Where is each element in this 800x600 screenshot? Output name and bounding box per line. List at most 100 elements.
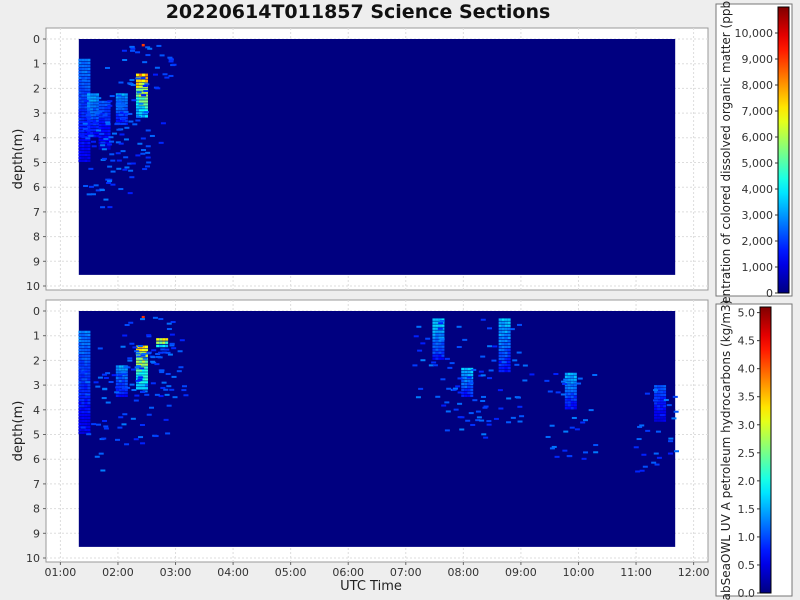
data-noise	[642, 465, 648, 468]
data-noise	[159, 371, 165, 374]
data-cell	[135, 375, 139, 378]
data-cell	[124, 113, 128, 117]
data-cell	[135, 112, 139, 115]
data-cell	[93, 111, 97, 114]
data-noise	[165, 351, 171, 354]
data-cell	[135, 109, 139, 112]
data-noise	[159, 54, 165, 57]
data-cell	[124, 391, 128, 395]
data-noise	[492, 345, 498, 348]
data-cell	[141, 82, 145, 85]
data-cell	[498, 363, 502, 367]
data-cell	[432, 336, 436, 339]
colorbar-tick-label: 0	[766, 287, 773, 300]
data-cell	[141, 73, 145, 77]
data-noise	[413, 335, 419, 338]
data-cell	[461, 388, 465, 392]
data-cell	[435, 357, 439, 360]
data-cell	[144, 91, 148, 94]
data-noise	[145, 145, 151, 148]
data-noise	[115, 122, 121, 125]
data-cell	[87, 407, 91, 411]
data-cell	[81, 88, 85, 91]
data-cell	[507, 324, 511, 327]
data-noise	[673, 410, 679, 413]
y-tick-label: 10	[26, 552, 40, 565]
y-tick-label: 6	[33, 181, 40, 194]
data-cell	[507, 351, 511, 355]
data-noise	[115, 152, 121, 155]
data-cell	[432, 321, 436, 324]
data-noise	[486, 423, 492, 426]
y-tick-label: 0	[33, 33, 40, 46]
data-noise	[141, 94, 147, 97]
data-cell	[573, 387, 577, 390]
data-cell	[438, 351, 442, 354]
data-cell	[84, 94, 88, 97]
data-noise	[509, 328, 515, 331]
data-noise	[562, 382, 568, 385]
data-cell	[84, 416, 88, 420]
data-cell	[498, 318, 502, 321]
data-noise	[512, 359, 518, 362]
data-noise	[150, 360, 156, 363]
data-cell	[84, 153, 88, 157]
data-cell	[87, 85, 91, 88]
data-noise	[577, 377, 583, 380]
data-cell	[567, 401, 571, 404]
data-noise	[129, 45, 135, 48]
data-cell	[81, 357, 85, 360]
data-cell	[144, 369, 148, 372]
data-noise	[457, 391, 463, 394]
data-noise	[470, 423, 476, 426]
data-noise	[130, 49, 136, 52]
data-noise	[139, 423, 145, 426]
data-cell	[84, 85, 88, 88]
data-noise	[176, 370, 182, 373]
data-noise	[516, 351, 522, 354]
data-cell	[507, 369, 511, 373]
data-noise	[147, 47, 153, 50]
data-noise	[90, 193, 96, 196]
data-noise	[142, 357, 148, 360]
data-cell	[438, 318, 442, 321]
y-tick-label: 8	[33, 503, 40, 516]
data-noise	[128, 169, 134, 172]
data-noise	[116, 94, 122, 97]
data-cell	[84, 156, 88, 160]
data-cell	[78, 135, 82, 139]
data-noise	[145, 156, 151, 159]
data-cell	[78, 70, 82, 74]
data-noise	[544, 379, 550, 382]
data-noise	[529, 373, 535, 376]
data-cell	[501, 357, 505, 361]
data-noise	[149, 134, 155, 137]
data-noise	[135, 352, 141, 355]
data-noise	[160, 122, 166, 125]
colorbar-tick-label: 1.5	[738, 503, 756, 516]
chart-title: 20220614T011857 Science Sections	[165, 1, 551, 23]
data-noise	[444, 357, 450, 360]
data-cell	[121, 394, 125, 398]
data-cell	[87, 82, 91, 85]
data-noise	[137, 345, 143, 348]
data-cell	[104, 132, 108, 136]
data-cell	[498, 357, 502, 361]
data-cell	[438, 345, 442, 348]
data-noise	[468, 412, 474, 415]
data-cell	[87, 390, 91, 393]
data-noise	[563, 430, 569, 433]
data-cell	[87, 141, 91, 145]
data-cell	[507, 336, 511, 339]
data-cell	[501, 339, 505, 343]
data-cell	[570, 389, 574, 393]
x-axis-label: UTC Time	[340, 579, 402, 594]
data-cell	[165, 338, 169, 341]
data-cell	[441, 348, 445, 351]
data-cell	[87, 147, 91, 151]
data-noise	[593, 451, 599, 454]
data-cell	[124, 388, 128, 392]
data-noise	[109, 153, 115, 156]
data-noise	[439, 338, 445, 341]
data-cell	[81, 336, 85, 340]
